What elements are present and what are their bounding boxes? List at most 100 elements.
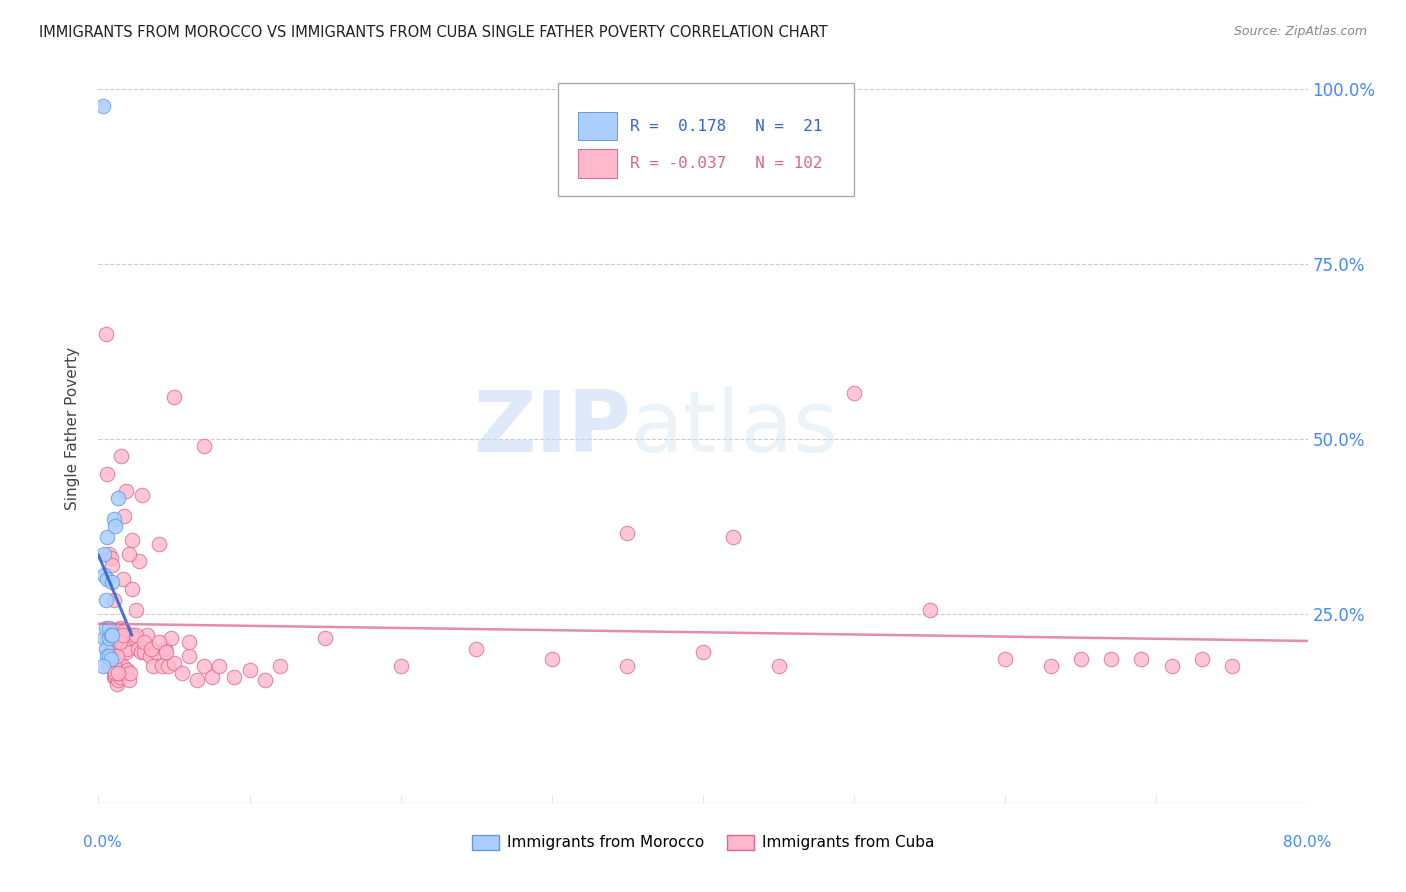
Point bbox=[103, 670, 125, 684]
Point bbox=[104, 628, 127, 642]
Point bbox=[103, 659, 125, 673]
Point bbox=[153, 641, 176, 656]
Point bbox=[104, 666, 127, 681]
Point bbox=[616, 526, 638, 541]
Point bbox=[111, 572, 134, 586]
Point bbox=[118, 673, 141, 688]
Point bbox=[101, 656, 124, 670]
Text: 80.0%: 80.0% bbox=[1284, 836, 1331, 850]
Point bbox=[100, 652, 122, 666]
Point bbox=[111, 628, 134, 642]
Point bbox=[131, 488, 153, 502]
Point bbox=[101, 575, 124, 590]
Bar bbox=[578, 112, 617, 140]
Point bbox=[98, 648, 121, 663]
Point bbox=[110, 632, 132, 646]
Point bbox=[163, 656, 186, 670]
Point bbox=[125, 628, 148, 642]
Point bbox=[160, 632, 183, 646]
Point bbox=[96, 632, 118, 646]
Point bbox=[1191, 652, 1213, 666]
Point bbox=[118, 632, 141, 646]
Point bbox=[114, 484, 136, 499]
Point bbox=[94, 641, 117, 656]
Point bbox=[96, 648, 118, 663]
Point bbox=[98, 634, 121, 648]
Point bbox=[114, 645, 136, 659]
Point bbox=[128, 554, 150, 568]
Point bbox=[108, 634, 131, 648]
Point bbox=[108, 621, 131, 635]
Point bbox=[112, 666, 135, 681]
Point bbox=[93, 632, 115, 646]
Point bbox=[540, 652, 562, 666]
Point bbox=[94, 621, 117, 635]
Point bbox=[135, 628, 157, 642]
Point bbox=[98, 621, 121, 635]
Point bbox=[224, 670, 246, 684]
Point bbox=[115, 641, 138, 656]
Point bbox=[142, 659, 165, 673]
Point bbox=[269, 659, 291, 673]
Point bbox=[104, 670, 127, 684]
Point bbox=[170, 666, 193, 681]
Point bbox=[98, 632, 121, 646]
Point bbox=[768, 659, 790, 673]
Point bbox=[108, 670, 131, 684]
Point bbox=[179, 634, 201, 648]
Text: Source: ZipAtlas.com: Source: ZipAtlas.com bbox=[1233, 25, 1367, 38]
Point bbox=[125, 603, 148, 617]
Point bbox=[121, 582, 143, 597]
Point bbox=[105, 677, 128, 691]
Point bbox=[96, 467, 118, 481]
Point bbox=[127, 641, 149, 656]
Point bbox=[115, 663, 138, 677]
Point bbox=[114, 666, 136, 681]
Point bbox=[103, 512, 125, 526]
Point bbox=[193, 659, 215, 673]
Point bbox=[96, 572, 118, 586]
Point bbox=[1130, 652, 1153, 666]
Text: R =  0.178   N =  21: R = 0.178 N = 21 bbox=[630, 119, 823, 134]
Point bbox=[100, 645, 122, 659]
Point bbox=[179, 648, 201, 663]
Point bbox=[98, 659, 121, 673]
Point bbox=[723, 530, 745, 544]
Point bbox=[208, 659, 231, 673]
Text: 0.0%: 0.0% bbox=[83, 836, 122, 850]
Point bbox=[103, 592, 125, 607]
Point bbox=[918, 603, 941, 617]
Point bbox=[186, 673, 208, 688]
Point bbox=[844, 386, 866, 401]
FancyBboxPatch shape bbox=[558, 84, 855, 196]
Point bbox=[91, 99, 114, 113]
Point bbox=[253, 673, 276, 688]
Point bbox=[692, 645, 714, 659]
Point bbox=[107, 666, 129, 681]
Y-axis label: Single Father Poverty: Single Father Poverty bbox=[65, 347, 80, 509]
Point bbox=[150, 659, 173, 673]
Point bbox=[101, 558, 124, 572]
Text: R = -0.037   N = 102: R = -0.037 N = 102 bbox=[630, 156, 823, 171]
Point bbox=[314, 632, 336, 646]
Point bbox=[110, 659, 132, 673]
Point bbox=[1160, 659, 1182, 673]
Point bbox=[129, 645, 152, 659]
Point bbox=[111, 659, 134, 673]
Point bbox=[1039, 659, 1062, 673]
Point bbox=[994, 652, 1017, 666]
Point bbox=[98, 547, 121, 561]
Point bbox=[1099, 652, 1122, 666]
Point bbox=[132, 645, 155, 659]
Point bbox=[122, 628, 145, 642]
Point bbox=[148, 634, 170, 648]
Point bbox=[110, 449, 132, 463]
Point bbox=[139, 648, 162, 663]
Point bbox=[101, 628, 124, 642]
Point bbox=[100, 652, 122, 666]
Point bbox=[156, 659, 179, 673]
Text: IMMIGRANTS FROM MOROCCO VS IMMIGRANTS FROM CUBA SINGLE FATHER POVERTY CORRELATIO: IMMIGRANTS FROM MOROCCO VS IMMIGRANTS FR… bbox=[39, 25, 828, 40]
Point bbox=[101, 632, 124, 646]
Point bbox=[193, 439, 215, 453]
Legend: Immigrants from Morocco, Immigrants from Cuba: Immigrants from Morocco, Immigrants from… bbox=[465, 829, 941, 856]
